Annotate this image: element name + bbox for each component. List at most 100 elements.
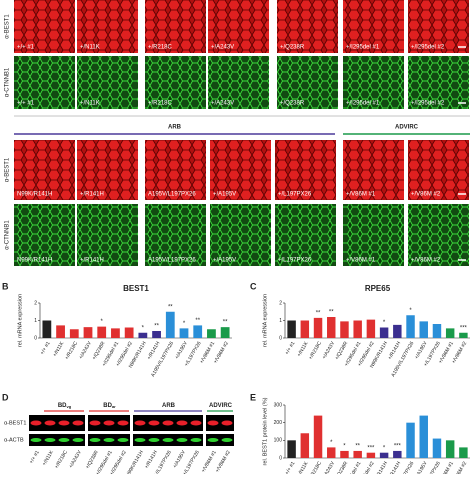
bar	[287, 440, 296, 458]
panel-label: A195V/L197PX26	[148, 192, 196, 198]
bar	[179, 328, 189, 338]
blot-strip	[29, 415, 85, 431]
bar	[152, 331, 161, 338]
group-label-main: BD	[58, 403, 67, 409]
significance: **	[154, 324, 159, 330]
micrograph	[77, 0, 138, 53]
y-axis-label: rel. mRNA expression	[262, 294, 268, 347]
panel-label: +/I295del #1	[346, 101, 380, 107]
bar	[419, 415, 428, 458]
band	[30, 438, 42, 442]
bar	[353, 320, 362, 338]
y-tick-label: 0	[279, 335, 282, 341]
bar	[220, 327, 230, 338]
x-tick-label: +/N11K	[52, 340, 66, 358]
panel-label: +/L197PX26	[278, 192, 312, 198]
panel-label: +/L197PX26	[278, 258, 312, 264]
group-label-sub: ar	[112, 404, 116, 409]
bar	[111, 328, 120, 338]
panel-label: +/A195V	[213, 192, 236, 198]
bar	[366, 452, 376, 458]
panel-label: +/A243V	[211, 101, 234, 107]
panel-letter: B	[2, 281, 9, 291]
micrograph	[277, 56, 338, 109]
significance: ***	[394, 444, 402, 450]
x-tick-label: +/V86M #2	[451, 460, 468, 474]
panel-letter: E	[250, 392, 256, 402]
micrograph	[14, 56, 75, 109]
y-tick-label: 1	[34, 318, 37, 324]
row-label: α-CTNNB1	[5, 67, 11, 97]
band	[103, 438, 115, 442]
panel-label: +/N11K	[80, 101, 100, 107]
group-label: BDar	[103, 403, 116, 409]
significance: ***	[367, 445, 375, 451]
bar	[83, 327, 93, 338]
micrograph	[145, 140, 206, 200]
y-tick-label: 2	[34, 300, 37, 306]
lane-label: N99K/R141H	[125, 449, 145, 474]
band	[221, 420, 233, 426]
significance: **	[355, 444, 360, 450]
panel-label: +/N11K	[80, 45, 100, 51]
panel-label: +/R218C	[148, 101, 173, 107]
bar	[445, 328, 455, 338]
bar	[97, 326, 107, 338]
blot-strip	[29, 434, 85, 446]
micrograph	[145, 56, 206, 109]
row-label: α-BEST1	[4, 420, 26, 426]
panel-label: +/R141H	[80, 192, 104, 198]
bar	[327, 317, 336, 338]
band	[221, 438, 233, 442]
micrograph	[77, 140, 138, 200]
panel-label: A195V/L197PX26	[148, 258, 196, 264]
bar	[207, 329, 216, 338]
micrograph	[210, 140, 271, 200]
bar	[313, 317, 323, 338]
row-label: α-ACTB	[4, 437, 24, 443]
band	[44, 438, 56, 442]
bar	[340, 450, 349, 458]
band	[117, 438, 129, 442]
band	[89, 438, 101, 442]
bar	[459, 447, 468, 458]
band	[176, 438, 188, 442]
micrograph	[77, 204, 138, 266]
panel-label: N99K/R141H	[17, 192, 52, 198]
significance: *	[383, 445, 386, 451]
band	[162, 438, 174, 442]
blot-strip	[206, 415, 234, 431]
lane-label: +/+ #1	[29, 449, 41, 464]
significance: *	[142, 325, 145, 331]
group-label-main: ARB	[162, 403, 176, 409]
group-label: ADVIRC	[395, 125, 419, 131]
micrograph	[77, 56, 138, 109]
bar	[42, 320, 52, 338]
micrograph	[343, 204, 404, 266]
group-label-sub: vg	[67, 404, 72, 409]
bar	[340, 321, 349, 338]
significance: *	[101, 319, 104, 325]
bar	[124, 327, 134, 338]
y-tick-label: 200	[274, 420, 283, 426]
bar	[138, 332, 148, 338]
panel-letter: C	[250, 281, 257, 291]
x-tick-label: +/+ #1	[284, 460, 296, 474]
panel-label: +/I295del #2	[411, 101, 445, 107]
x-tick-label: +/R141H	[387, 460, 402, 474]
bar	[366, 319, 376, 338]
x-tick-label: +/A195V	[414, 460, 429, 474]
micrograph	[343, 56, 404, 109]
group-label: ARB	[168, 125, 182, 131]
x-tick-label: +/V86M #1	[438, 460, 455, 474]
x-tick-label: +/+ #1	[39, 340, 51, 355]
x-tick-label: +/R218C	[308, 460, 323, 474]
bar	[432, 438, 442, 458]
significance: ***	[460, 325, 468, 331]
panel-label: +/R218C	[148, 45, 173, 51]
micrograph	[14, 0, 75, 53]
significance: *	[383, 320, 386, 326]
micrograph	[145, 204, 206, 266]
panel-label: +/A195V	[213, 258, 236, 264]
